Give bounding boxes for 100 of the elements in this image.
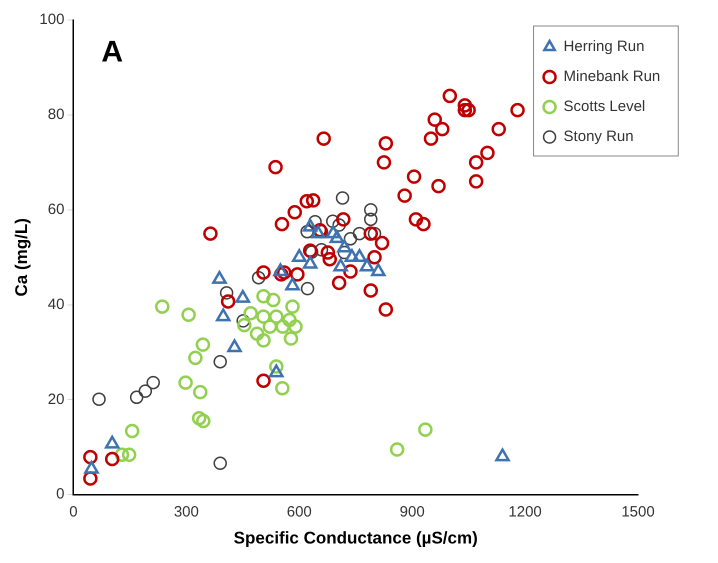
point: [274, 216, 290, 232]
point: [364, 283, 378, 298]
point: [344, 249, 360, 262]
point: [181, 307, 196, 322]
point: [364, 226, 378, 241]
y-tick-label: 60: [48, 200, 64, 218]
point: [378, 302, 394, 317]
y-tick-label: 20: [48, 390, 64, 408]
point: [368, 226, 382, 240]
point: [376, 155, 392, 170]
point: [418, 422, 433, 437]
point: [138, 384, 152, 398]
point: [300, 194, 314, 209]
point: [431, 178, 446, 194]
point: [188, 350, 203, 366]
point: [268, 160, 283, 174]
point: [435, 122, 450, 136]
legend-label: Minebank Run: [564, 68, 660, 86]
x-tick-label: 900: [400, 504, 425, 521]
point: [243, 306, 258, 321]
x-tick-label: 600: [286, 504, 312, 521]
point: [333, 258, 348, 272]
point: [155, 299, 170, 314]
point: [332, 276, 346, 290]
point: [306, 193, 320, 208]
point: [288, 319, 303, 334]
point: [480, 146, 495, 160]
point: [256, 373, 271, 388]
y-axis-title: Ca (mg/L): [12, 218, 31, 296]
point: [83, 450, 98, 464]
point: [292, 249, 307, 262]
point: [468, 155, 484, 170]
point: [92, 392, 106, 406]
point: [364, 203, 378, 217]
point: [237, 318, 252, 332]
point: [468, 174, 484, 189]
point: [122, 447, 136, 462]
legend-label: Herring Run: [564, 38, 644, 56]
point: [213, 354, 227, 368]
point: [458, 98, 472, 113]
point: [178, 375, 193, 390]
point: [282, 312, 297, 328]
point: [406, 169, 422, 184]
point: [290, 267, 305, 282]
x-axis-title: Specific Conductance (µS/cm): [234, 528, 478, 548]
point: [146, 376, 160, 390]
point: [203, 226, 218, 241]
point: [314, 242, 328, 256]
point: [510, 102, 525, 118]
point: [275, 381, 290, 396]
y-tick-label: 40: [48, 296, 64, 313]
point: [364, 212, 378, 226]
y-tick-label: 80: [48, 106, 64, 124]
point: [397, 188, 412, 203]
point: [326, 214, 340, 228]
point: [320, 245, 336, 260]
point: [491, 122, 506, 136]
point: [124, 424, 140, 438]
point: [337, 240, 352, 253]
point: [424, 131, 438, 146]
x-tick-label: 1200: [508, 504, 542, 521]
point: [285, 299, 300, 314]
point: [104, 436, 120, 449]
point: [269, 309, 284, 324]
point: [461, 102, 476, 118]
point: [275, 319, 290, 334]
point: [287, 204, 302, 220]
point: [336, 191, 350, 205]
point: [252, 270, 266, 284]
point: [428, 112, 442, 127]
point: [104, 452, 120, 466]
y-tick-label: 0: [56, 486, 64, 503]
point: [374, 236, 390, 250]
point: [193, 384, 208, 400]
x-tick-label: 300: [174, 504, 199, 521]
point: [458, 102, 472, 118]
point: [130, 390, 144, 404]
point: [256, 265, 271, 280]
point: [220, 294, 236, 309]
point: [416, 216, 431, 232]
legend-label: Stony Run: [564, 128, 634, 146]
point: [367, 250, 382, 265]
point: [378, 136, 394, 151]
x-tick-label: 0: [69, 504, 78, 521]
y-tick-label: 100: [39, 11, 64, 28]
point: [330, 230, 344, 244]
point: [344, 232, 358, 246]
point: [256, 333, 271, 348]
point: [322, 252, 337, 266]
text: A: [101, 35, 124, 68]
point: [266, 292, 281, 308]
point: [262, 319, 278, 334]
x-tick-label: 1500: [621, 504, 655, 521]
point: [285, 278, 300, 291]
point: [442, 88, 458, 104]
point: [250, 326, 264, 341]
legend-label: Scotts Level: [564, 98, 646, 116]
point: [192, 410, 206, 426]
point: [300, 282, 314, 296]
point: [316, 131, 331, 146]
